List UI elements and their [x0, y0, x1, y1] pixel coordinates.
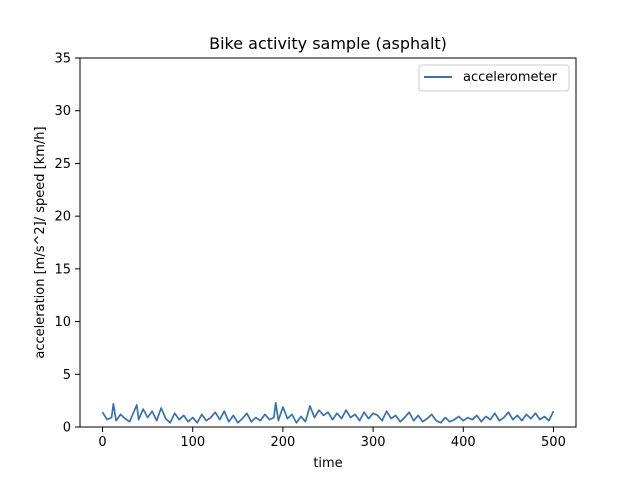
- y-tick-label: 10: [54, 315, 71, 330]
- y-tick-label: 20: [54, 210, 71, 225]
- y-axis: 0 5 10 15 20 25 30 35: [54, 52, 80, 436]
- legend-label-accelerometer: accelerometer: [463, 70, 558, 85]
- plot-frame: [79, 57, 577, 428]
- x-tick-label: 200: [270, 435, 295, 450]
- x-tick-label: 400: [451, 435, 476, 450]
- y-tick-label: 15: [54, 262, 71, 277]
- x-tick-label: 500: [541, 435, 566, 450]
- x-tick-label: 100: [180, 435, 205, 450]
- legend-box: [418, 64, 570, 92]
- y-tick-label: 35: [54, 52, 71, 67]
- series-line-accelerometer: [101, 401, 555, 424]
- chart-title: Bike activity sample (asphalt): [209, 34, 447, 53]
- y-axis-label: acceleration [m/s^2]/ speed [km/h]: [33, 126, 48, 358]
- series-layer: [101, 401, 555, 424]
- y-tick-label: 0: [63, 421, 71, 436]
- legend: accelerometer: [418, 64, 570, 92]
- x-axis: 0 100 200 300 400 500: [98, 427, 566, 450]
- x-axis-label: time: [313, 456, 342, 471]
- y-tick-label: 5: [63, 368, 71, 383]
- x-tick-label: 0: [98, 435, 106, 450]
- y-tick-label: 30: [54, 104, 71, 119]
- x-tick-label: 300: [361, 435, 386, 450]
- y-tick-label: 25: [54, 157, 71, 172]
- plot-area: [80, 58, 576, 427]
